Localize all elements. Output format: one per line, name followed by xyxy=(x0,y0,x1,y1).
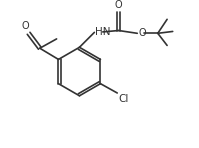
Text: O: O xyxy=(21,21,29,31)
Text: HN: HN xyxy=(95,27,111,37)
Text: O: O xyxy=(115,0,122,10)
Text: Cl: Cl xyxy=(118,94,129,104)
Text: O: O xyxy=(138,28,146,38)
